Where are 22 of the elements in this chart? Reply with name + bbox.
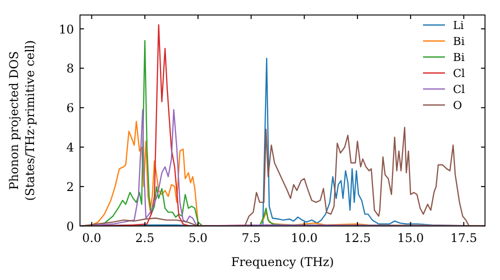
x-axis-title: Frequency (THz) [231,255,334,269]
legend-label: Li [453,19,464,32]
legend-label: Cl [453,67,466,80]
x-tick-label: 5.0 [188,231,208,245]
legend-label: Cl [453,83,466,96]
legend-label: Bi [453,35,466,48]
x-tick-label: 12.5 [344,231,371,245]
x-tick-label: 10.0 [290,231,318,245]
legend-label: Bi [453,51,466,64]
y-tick-label: 10 [58,22,74,36]
y-tick-label: 6 [66,101,74,116]
x-tick-label: 15.0 [397,231,424,245]
x-tick-label: 0.0 [82,231,102,245]
y-tick-label: 8 [66,62,74,76]
y-tick-label: 0 [66,220,74,234]
y-axis-title: Phonon projected DOS (States/THz·primitive cell) [7,40,37,201]
x-tick-label: 2.5 [135,231,154,245]
y-tick-label: 4 [66,140,74,155]
x-tick-label: 17.5 [450,231,478,245]
x-tick-label: 7.5 [242,231,261,245]
legend-label: O [453,99,462,112]
y-tick-label: 2 [66,180,74,194]
